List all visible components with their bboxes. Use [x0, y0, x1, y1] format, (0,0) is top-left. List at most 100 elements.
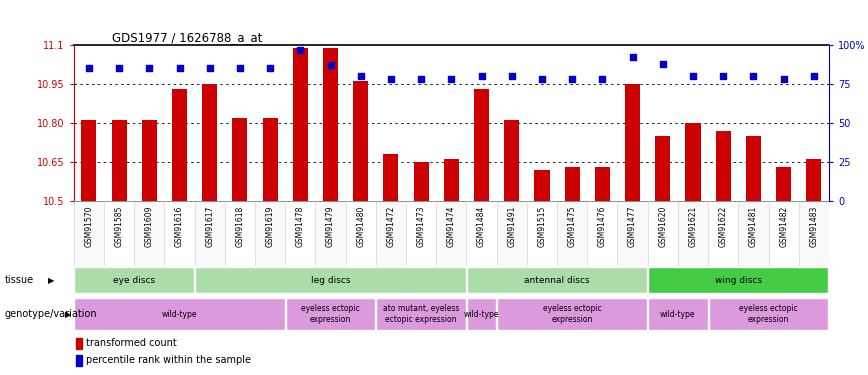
Bar — [413, 162, 429, 201]
Bar — [708, 201, 739, 266]
Text: GSM91609: GSM91609 — [145, 206, 154, 248]
Text: GSM91479: GSM91479 — [326, 206, 335, 248]
Bar — [708, 298, 828, 330]
Text: GSM91483: GSM91483 — [809, 206, 819, 247]
Text: GSM91585: GSM91585 — [115, 206, 123, 247]
Text: GSM91622: GSM91622 — [719, 206, 727, 247]
Text: GSM91618: GSM91618 — [235, 206, 245, 247]
Bar — [194, 201, 225, 266]
Bar — [384, 154, 398, 201]
Point — [626, 54, 640, 60]
Bar — [504, 120, 519, 201]
Text: GSM91472: GSM91472 — [386, 206, 396, 247]
Bar — [323, 48, 339, 201]
Bar — [625, 84, 640, 201]
Text: GSM91570: GSM91570 — [84, 206, 94, 248]
Bar — [315, 201, 345, 266]
Bar — [164, 201, 194, 266]
Point — [82, 65, 95, 71]
Point — [173, 65, 187, 71]
Bar — [406, 201, 437, 266]
Bar — [286, 201, 315, 266]
Bar — [686, 123, 700, 201]
Bar — [776, 167, 792, 201]
Bar — [202, 84, 217, 201]
Bar — [678, 201, 708, 266]
Point — [444, 76, 458, 82]
Text: leg discs: leg discs — [311, 276, 351, 285]
Bar — [617, 201, 648, 266]
Point — [203, 65, 217, 71]
Text: eyeless ectopic
expression: eyeless ectopic expression — [740, 304, 798, 324]
Bar — [76, 355, 82, 366]
Bar — [195, 267, 466, 293]
Bar — [345, 201, 376, 266]
Bar — [648, 201, 678, 266]
Bar — [557, 201, 588, 266]
Text: GSM91482: GSM91482 — [779, 206, 788, 247]
Point — [233, 65, 247, 71]
Point — [324, 62, 338, 68]
Bar — [715, 130, 731, 201]
Bar — [739, 201, 768, 266]
Bar — [806, 159, 821, 201]
Point — [595, 76, 609, 82]
Bar — [496, 201, 527, 266]
Bar — [588, 201, 617, 266]
Point — [354, 73, 368, 79]
Bar — [466, 201, 496, 266]
Point — [656, 61, 670, 67]
Text: percentile rank within the sample: percentile rank within the sample — [86, 356, 251, 365]
Point — [293, 46, 307, 53]
Point — [535, 76, 549, 82]
Bar — [75, 267, 194, 293]
Bar — [648, 298, 707, 330]
Bar — [527, 201, 557, 266]
Bar — [655, 136, 670, 201]
Text: tissue: tissue — [4, 275, 34, 285]
Text: GSM91491: GSM91491 — [507, 206, 516, 247]
Bar — [467, 267, 648, 293]
Point — [716, 73, 730, 79]
Text: GSM91484: GSM91484 — [477, 206, 486, 247]
Text: ato mutant, eyeless
ectopic expression: ato mutant, eyeless ectopic expression — [383, 304, 459, 324]
Bar — [376, 201, 406, 266]
Bar — [474, 89, 490, 201]
Text: wild-type: wild-type — [661, 310, 695, 318]
Point — [807, 73, 821, 79]
Bar — [104, 201, 135, 266]
Text: GDS1977 / 1626788_a_at: GDS1977 / 1626788_a_at — [111, 31, 262, 44]
Point — [686, 73, 700, 79]
Bar — [141, 120, 157, 201]
Bar — [293, 48, 308, 201]
Text: genotype/variation: genotype/variation — [4, 309, 97, 319]
Text: eye discs: eye discs — [113, 276, 155, 285]
Text: GSM91478: GSM91478 — [296, 206, 305, 247]
Text: eyeless ectopic
expression: eyeless ectopic expression — [542, 304, 602, 324]
Bar — [82, 120, 96, 201]
Point — [475, 73, 489, 79]
Bar — [111, 120, 127, 201]
Text: GSM91620: GSM91620 — [658, 206, 667, 247]
Bar — [286, 298, 375, 330]
Text: GSM91616: GSM91616 — [175, 206, 184, 247]
Bar — [377, 298, 466, 330]
Bar — [74, 201, 104, 266]
Text: wild-type: wild-type — [161, 310, 197, 318]
Bar — [746, 136, 761, 201]
Bar — [648, 267, 828, 293]
Point — [112, 65, 126, 71]
Text: antennal discs: antennal discs — [524, 276, 590, 285]
Bar — [444, 159, 459, 201]
Text: wild-type: wild-type — [464, 310, 499, 318]
Point — [746, 73, 760, 79]
Text: wing discs: wing discs — [715, 276, 762, 285]
Bar — [564, 167, 580, 201]
Text: GSM91474: GSM91474 — [447, 206, 456, 248]
Point — [142, 65, 156, 71]
Point — [505, 73, 519, 79]
Text: ▶: ▶ — [48, 276, 54, 285]
Text: eyeless ectopic
expression: eyeless ectopic expression — [301, 304, 360, 324]
Bar — [353, 81, 368, 201]
Bar — [799, 201, 829, 266]
